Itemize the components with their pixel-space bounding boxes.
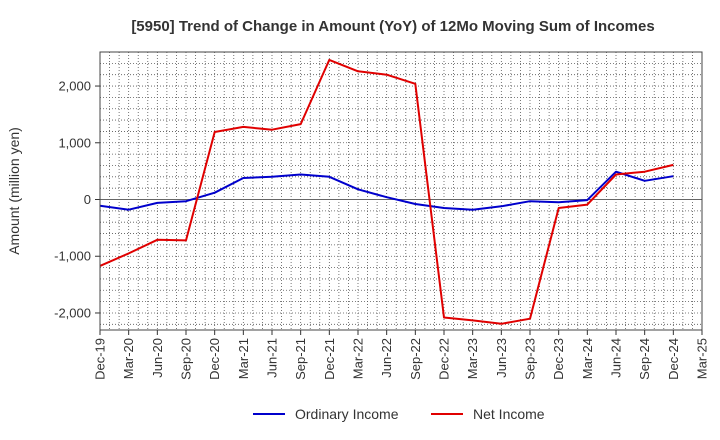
- x-tick-label: Jun-23: [494, 338, 509, 378]
- y-axis-label: Amount (million yen): [6, 127, 22, 255]
- plot-frame: [99, 51, 703, 331]
- x-tick-label: Jun-21: [265, 338, 280, 378]
- x-tick-label: Dec-24: [666, 338, 681, 380]
- chart-title: [5950] Trend of Change in Amount (YoY) o…: [131, 18, 654, 35]
- y-tick-label: 2,000: [58, 79, 91, 94]
- x-tick-label: Sep-21: [293, 338, 308, 380]
- x-tick-label: Mar-24: [580, 338, 595, 379]
- x-tick-label: Jun-22: [379, 338, 394, 378]
- grid: [100, 51, 702, 330]
- series-lines: [99, 58, 674, 325]
- x-tick-label: Mar-21: [236, 338, 251, 379]
- series-line-net-income: [99, 58, 674, 325]
- y-tick-label: -2,000: [54, 305, 91, 320]
- x-tick-label: Dec-19: [93, 338, 108, 380]
- x-tick-label: Sep-24: [637, 338, 652, 380]
- x-tick-label: Mar-20: [121, 338, 136, 379]
- x-tick-label: Dec-20: [207, 338, 222, 380]
- x-tick-label: Mar-23: [465, 338, 480, 379]
- x-tick-label: Dec-21: [322, 338, 337, 380]
- y-tick-label: 1,000: [58, 135, 91, 150]
- x-tick-label: Dec-23: [551, 338, 566, 380]
- y-tick-label: -1,000: [54, 249, 91, 264]
- x-axis-ticks: Dec-19 Mar-20 Jun-20 Sep-20 Dec-20 Mar-21 Jun-…: [93, 330, 710, 380]
- x-tick-label: Sep-20: [179, 338, 194, 380]
- series-line-ordinary-income: [99, 170, 674, 211]
- legend: Ordinary Income Net Income: [253, 406, 545, 422]
- x-tick-label: Mar-22: [351, 338, 366, 379]
- x-tick-label: Jun-24: [609, 338, 624, 378]
- legend-label-ordinary-income: Ordinary Income: [295, 406, 399, 422]
- y-axis-ticks: -2,000 -1,000 0 1,000 2,000: [54, 79, 100, 320]
- legend-label-net-income: Net Income: [473, 406, 545, 422]
- x-tick-label: Sep-22: [408, 338, 423, 380]
- x-tick-label: Mar-25: [695, 338, 710, 379]
- x-tick-label: Jun-20: [150, 338, 165, 378]
- y-tick-label: 0: [84, 192, 91, 207]
- x-tick-label: Dec-22: [437, 338, 452, 380]
- x-tick-label: Sep-23: [523, 338, 538, 380]
